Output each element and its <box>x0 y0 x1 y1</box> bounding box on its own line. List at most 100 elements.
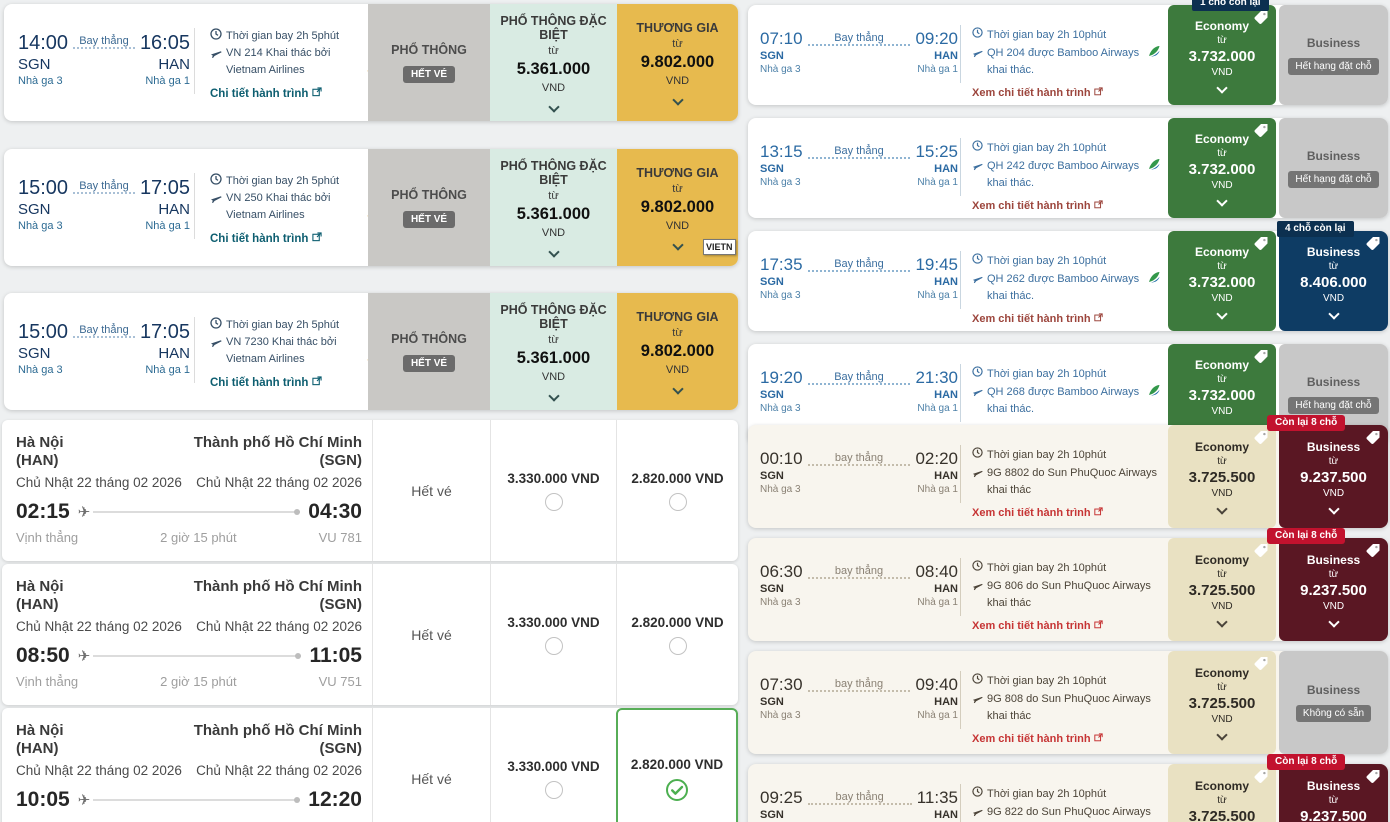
departure-terminal: Nhà ga 3 <box>18 75 63 87</box>
itinerary-detail-link[interactable]: Xem chi tiết hành trình <box>972 85 1103 103</box>
flight-times: 13:15 SGN Nhà ga 3 Bay thẳng 15:25 HAN Nhà g… <box>760 142 958 188</box>
fare-eco-cell[interactable]: 3.330.000 VND <box>490 420 616 561</box>
fare-price: 3.732.000 <box>1188 273 1256 291</box>
fare-premium-economy-cell[interactable]: PHỔ THÔNG ĐẶC BIỆT từ 5.361.000 VND <box>490 149 617 266</box>
from-label: từ <box>1217 260 1227 272</box>
fare-radio[interactable] <box>668 492 687 511</box>
currency: VND <box>1322 488 1345 499</box>
currency: VND <box>665 75 690 87</box>
fare-economy-cell[interactable]: PHỔ THÔNG HẾT VÉ <box>368 149 490 266</box>
itinerary-detail-link[interactable]: Xem chi tiết hành trình <box>972 618 1103 636</box>
itinerary-detail-link[interactable]: Xem chi tiết hành trình <box>972 731 1103 749</box>
arrival-code: HAN <box>934 163 958 175</box>
flight-times: 07:10 SGN Nhà ga 3 Bay thẳng 09:20 HAN Nhà g… <box>760 29 958 75</box>
business-fare-cell: Business Hết hạng đặt chỗ <box>1279 118 1388 218</box>
from-label: từ <box>1217 373 1227 385</box>
economy-fare-cell[interactable]: Economy từ 3.725.500 VND <box>1168 538 1276 641</box>
flight-duration: Thời gian bay 2h 10phút <box>987 368 1107 380</box>
arrival-code: HAN <box>934 696 958 708</box>
soldout-label: Hết vé <box>411 482 452 499</box>
fare-deluxe-cell[interactable]: 2.820.000 VND <box>616 564 738 705</box>
fare-radio[interactable] <box>668 636 687 655</box>
currency: VND <box>1211 714 1233 725</box>
fare-business-cell[interactable]: THƯƠNG GIA từ 9.802.000 VND <box>617 4 738 121</box>
itinerary-detail-link[interactable]: Chi tiết hành trình <box>210 375 322 393</box>
fare-business-cell[interactable]: THƯƠNG GIA từ 9.802.000 VND <box>617 149 738 266</box>
cursor-tooltip: VIETN <box>703 239 736 255</box>
arrival-time: 19:45 <box>915 255 958 274</box>
fare-class-label: Economy <box>1194 666 1249 680</box>
arrival-terminal: Nhà ga 1 <box>917 64 958 75</box>
flight-duration: 2 giờ 15 phút <box>160 529 237 545</box>
divider <box>960 364 961 422</box>
arrival-time: 16:05 <box>139 32 190 54</box>
economy-fare-cell[interactable]: Economy từ 3.725.500 VND <box>1168 425 1276 528</box>
divider <box>960 558 961 616</box>
direct-label: Bay thẳng <box>79 324 129 336</box>
economy-fare-cell[interactable]: Economy từ 3.725.500 VND <box>1168 764 1276 822</box>
price-tag-icon <box>1366 544 1380 557</box>
fare-premium-economy-cell[interactable]: PHỔ THÔNG ĐẶC BIỆT từ 5.361.000 VND <box>490 4 617 121</box>
flight-duration: 2 giờ 15 phút <box>160 673 237 689</box>
itinerary-detail-link[interactable]: Xem chi tiết hành trình <box>972 198 1103 216</box>
fare-eco-cell[interactable]: 3.330.000 VND <box>490 708 616 822</box>
divider <box>960 671 961 729</box>
fare-radio[interactable] <box>544 780 563 799</box>
economy-fare-cell[interactable]: Economy từ 3.732.000 VND <box>1168 231 1276 331</box>
fare-eco-cell[interactable]: 3.330.000 VND <box>490 564 616 705</box>
from-label: từ <box>1217 456 1227 467</box>
from-label: từ <box>1217 682 1227 693</box>
fare-economy-cell[interactable]: PHỔ THÔNG HẾT VÉ <box>368 293 490 410</box>
departure-code: SGN <box>760 163 784 175</box>
flight-duration: Thời gian bay 2h 5phút <box>226 319 340 331</box>
flight-number: 9G 808 do Sun PhuQuoc Airways khai thác <box>987 692 1151 723</box>
flight-duration: Thời gian bay 2h 10phút <box>987 788 1107 800</box>
vu-flight-row: Hà Nội (HAN) Thành phố Hồ Chí Minh (SGN) C… <box>2 564 738 705</box>
external-link-icon <box>1093 507 1103 516</box>
fare-class-label: PHỔ THÔNG <box>391 42 467 57</box>
business-fare-cell[interactable]: Business từ 9.237.500 VND <box>1279 538 1388 641</box>
departure-code: SGN <box>760 50 784 62</box>
fare-deluxe-cell-selected[interactable]: 2.820.000 VND <box>616 708 738 822</box>
flight-duration: Thời gian bay 2h 10phút <box>987 675 1107 687</box>
direct-label: Bay thẳng <box>834 32 884 44</box>
from-label: từ <box>1328 260 1339 272</box>
currency: VND <box>1211 405 1233 417</box>
economy-fare-cell[interactable]: Economy từ 3.732.000 VND <box>1168 118 1276 218</box>
fare-radio[interactable] <box>544 636 563 655</box>
fare-price: 3.725.500 <box>1188 582 1256 599</box>
itinerary-detail-link[interactable]: Chi tiết hành trình <box>210 231 322 249</box>
business-fare-cell[interactable]: Business từ 9.237.500 VND <box>1279 425 1388 528</box>
flight-duration: Thời gian bay 2h 10phút <box>987 449 1107 461</box>
economy-fare-cell[interactable]: Economy từ 3.725.500 VND <box>1168 651 1276 754</box>
economy-fare-cell[interactable]: Economy từ 3.732.000 VND <box>1168 5 1276 105</box>
fare-premium-economy-cell[interactable]: PHỔ THÔNG ĐẶC BIỆT từ 5.361.000 VND <box>490 293 617 410</box>
plane-icon <box>972 389 983 396</box>
direct-label: Bay thẳng <box>834 145 884 157</box>
fare-economy-cell[interactable]: PHỔ THÔNG HẾT VÉ <box>368 4 490 121</box>
fare-radio[interactable] <box>544 492 563 511</box>
fare-deluxe-cell[interactable]: 2.820.000 VND <box>616 420 738 561</box>
flight-number: VU 781 <box>318 529 362 545</box>
fare-class-label: Business <box>1306 148 1361 163</box>
fare-business-cell[interactable]: THƯƠNG GIA từ 9.802.000 VND <box>617 293 738 410</box>
business-fare-cell[interactable]: Business từ 9.237.500 VND <box>1279 764 1388 822</box>
itinerary-detail-link[interactable]: Xem chi tiết hành trình <box>972 311 1103 329</box>
flight-times: 17:35 SGN Nhà ga 3 Bay thẳng 19:45 HAN Nhà g… <box>760 255 958 301</box>
itinerary-detail-link[interactable]: Xem chi tiết hành trình <box>972 505 1103 523</box>
clock-icon <box>972 786 983 797</box>
external-link-icon <box>1093 620 1103 629</box>
chevron-down-icon <box>1216 81 1228 94</box>
business-fare-cell[interactable]: Business từ 8.406.000 VND <box>1279 231 1388 331</box>
itinerary-detail-link[interactable]: Chi tiết hành trình <box>210 86 322 104</box>
sun-flight-card: 07:30 SGN Nhà ga 3 bay thẳng 09:40 HAN Nhà g… <box>748 651 1388 754</box>
departure-time: 07:10 <box>760 29 803 48</box>
flight-number: VN 214 Khai thác bởi Vietnam Airlines <box>226 47 331 77</box>
fare-class-label: Economy <box>1194 779 1249 793</box>
flight-times: 14:00 SGN Nhà ga 3 Bay thẳng 16:05 HAN N… <box>18 32 190 87</box>
fare-price: 2.820.000 VND <box>631 470 724 486</box>
chevron-down-icon <box>671 383 684 395</box>
fare-soldout-cell: Hết vé <box>372 420 490 561</box>
soldout-badge: Hết hạng đặt chỗ <box>1288 170 1379 188</box>
departure-time: 19:20 <box>760 368 803 387</box>
